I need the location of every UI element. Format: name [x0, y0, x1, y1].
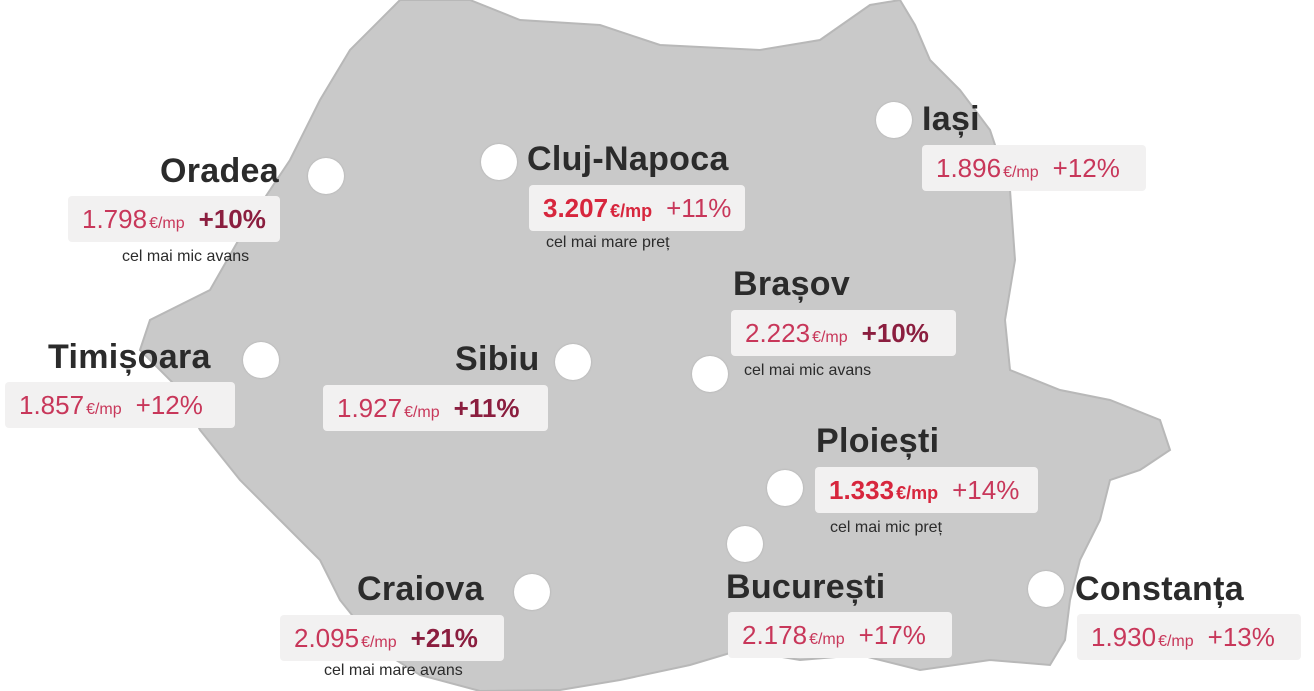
city-name-bucuresti: București [726, 568, 886, 606]
price-iasi: 1.896 €/mp [936, 152, 1039, 183]
city-label-box-brasov: 2.223 €/mp +10% [731, 310, 956, 356]
price-ploiesti: 1.333 €/mp [829, 474, 939, 505]
city-name-sibiu: Sibiu [455, 340, 540, 378]
city-dot-brasov[interactable] [692, 356, 728, 392]
city-label-box-craiova: 2.095 €/mp +21% [280, 615, 504, 661]
price-constanta: 1.930 €/mp [1091, 621, 1194, 652]
change-bucuresti: +17% [858, 619, 926, 650]
price-timisoara: 1.857 €/mp [19, 389, 122, 420]
change-ploiesti: +14% [952, 474, 1020, 505]
city-name-craiova: Craiova [357, 570, 484, 608]
city-dot-timisoara[interactable] [243, 342, 279, 378]
change-craiova: +21% [410, 622, 478, 653]
city-dot-bucuresti[interactable] [727, 526, 763, 562]
note-cluj: cel mai mare preț [546, 234, 670, 251]
city-label-box-ploiesti: 1.333 €/mp +14% [815, 467, 1038, 513]
city-dot-constanta[interactable] [1028, 571, 1064, 607]
price-cluj: 3.207 €/mp [543, 192, 653, 223]
price-bucuresti: 2.178 €/mp [742, 619, 845, 650]
city-dot-cluj[interactable] [481, 144, 517, 180]
note-ploiesti: cel mai mic preț [830, 519, 943, 536]
city-dot-oradea[interactable] [308, 158, 344, 194]
city-dot-iasi[interactable] [876, 102, 912, 138]
city-dot-sibiu[interactable] [555, 344, 591, 380]
city-dot-ploiesti[interactable] [767, 470, 803, 506]
note-oradea: cel mai mic avans [122, 248, 250, 265]
change-sibiu: +11% [453, 392, 520, 423]
city-label-box-bucuresti: 2.178 €/mp +17% [728, 612, 952, 658]
change-brasov: +10% [861, 317, 929, 348]
city-dot-craiova[interactable] [514, 574, 550, 610]
city-name-brasov: Brașov [733, 265, 851, 303]
city-label-box-constanta: 1.930 €/mp +13% [1077, 614, 1301, 660]
note-brasov: cel mai mic avans [744, 362, 872, 379]
city-name-timisoara: Timișoara [48, 338, 211, 376]
change-oradea: +10% [198, 203, 266, 234]
change-timisoara: +12% [135, 389, 203, 420]
romania-outline [138, 0, 1172, 691]
price-sibiu: 1.927 €/mp [337, 392, 440, 423]
price-brasov: 2.223 €/mp [745, 317, 848, 348]
change-cluj: +11% [666, 192, 732, 223]
price-oradea: 1.798 €/mp [82, 203, 185, 234]
change-iasi: +12% [1052, 152, 1120, 183]
city-label-box-timisoara: 1.857 €/mp +12% [5, 382, 235, 428]
city-label-box-iasi: 1.896 €/mp +12% [922, 145, 1146, 191]
change-constanta: +13% [1207, 621, 1275, 652]
city-label-box-oradea: 1.798 €/mp +10% [68, 196, 280, 242]
city-name-constanta: Constanța [1075, 570, 1244, 608]
city-label-box-cluj: 3.207 €/mp +11% [529, 185, 746, 231]
city-name-ploiesti: Ploiești [816, 422, 940, 460]
city-label-box-sibiu: 1.927 €/mp +11% [323, 385, 548, 431]
price-craiova: 2.095 €/mp [294, 622, 397, 653]
city-name-iasi: Iași [922, 100, 980, 138]
city-name-cluj: Cluj-Napoca [527, 140, 729, 178]
note-craiova: cel mai mare avans [324, 662, 463, 679]
city-name-oradea: Oradea [160, 152, 279, 190]
